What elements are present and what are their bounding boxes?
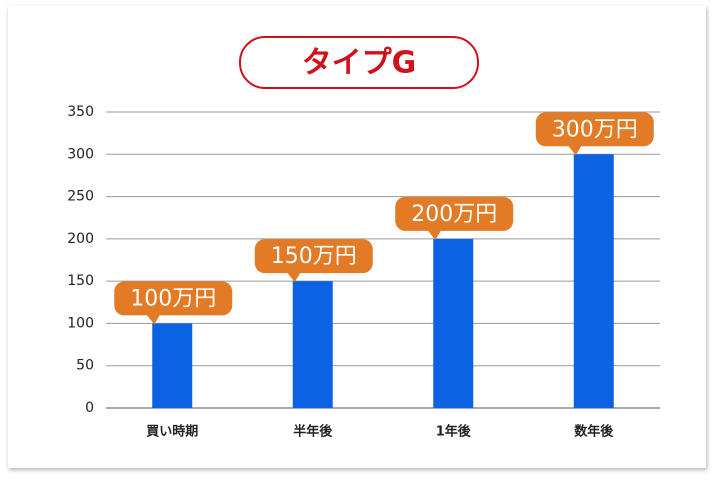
y-tick-label: 0 bbox=[85, 400, 94, 416]
x-tick-label: 買い時期 bbox=[146, 424, 198, 440]
value-label: 100万円 bbox=[130, 286, 216, 311]
value-label-pointer bbox=[146, 314, 161, 325]
title-pill bbox=[239, 36, 479, 89]
chart-title: タイプG bbox=[302, 46, 417, 81]
bar bbox=[152, 323, 193, 408]
bar bbox=[573, 154, 614, 408]
y-tick-label: 50 bbox=[76, 358, 94, 374]
y-tick-label: 300 bbox=[67, 146, 94, 162]
y-tick-label: 100 bbox=[67, 315, 94, 331]
value-label-pointer bbox=[427, 229, 442, 240]
value-label: 200万円 bbox=[411, 202, 497, 227]
x-tick-label: 1年後 bbox=[436, 424, 472, 440]
value-label-bubble bbox=[114, 281, 233, 316]
value-label: 300万円 bbox=[552, 117, 638, 142]
value-label-bubble bbox=[535, 112, 654, 147]
y-tick-label: 350 bbox=[67, 104, 94, 120]
value-label-pointer bbox=[567, 145, 582, 156]
y-tick-label: 200 bbox=[67, 231, 94, 247]
value-label-bubble bbox=[395, 196, 514, 231]
bar bbox=[292, 281, 333, 408]
bar bbox=[433, 238, 474, 408]
x-tick-label: 数年後 bbox=[574, 424, 614, 440]
y-tick-label: 250 bbox=[67, 189, 94, 205]
value-label-bubble bbox=[254, 239, 373, 274]
y-tick-label: 150 bbox=[67, 273, 94, 289]
x-tick-label: 半年後 bbox=[293, 424, 333, 440]
value-label-pointer bbox=[286, 272, 301, 283]
value-label: 150万円 bbox=[271, 244, 357, 269]
